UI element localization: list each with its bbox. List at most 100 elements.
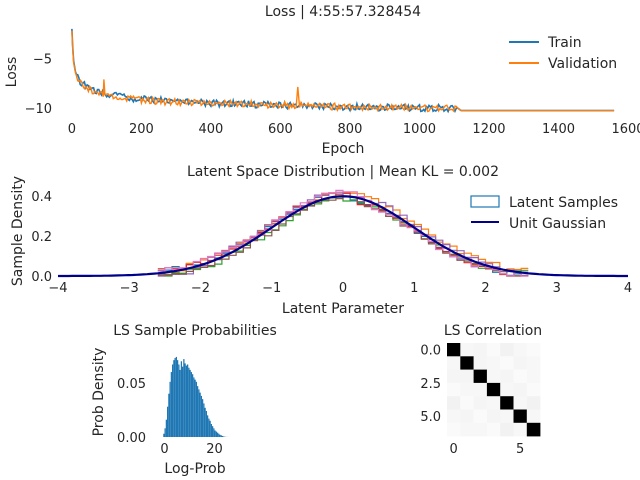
corr-cell [486,409,501,424]
legend-label-unit-gaussian: Unit Gaussian [509,216,606,232]
latent-y-tick-label: 0.2 [31,230,52,245]
prob-x-tick-label: 20 [206,442,223,457]
prob-bar [182,366,184,437]
latent-x-tick-label: −3 [120,281,139,296]
prob-title: LS Sample Probabilities [113,323,277,339]
legend-label-validation: Validation [548,56,617,72]
prob-bar [173,360,175,437]
latent-x-tick-label: −2 [191,281,210,296]
corr-cell [460,369,474,384]
corr-axes: 0 5 0.0 2.5 5.0 [420,344,524,457]
corr-cell [473,343,488,357]
corr-cell [460,409,474,424]
corr-cell [513,422,528,437]
prob-bar [165,419,167,437]
prob-bar [194,379,196,437]
latent-histograms [157,189,529,277]
loss-x-tick-label: 0 [68,122,76,137]
latent-axes: −4 −3 −2 −1 0 1 2 3 4 0.0 0.2 0.4 [31,190,632,296]
loss-x-axis-label: Epoch [322,141,365,157]
corr-y-tick-label: 2.5 [420,377,441,392]
loss-axes: 0 200 400 600 800 1000 1200 1400 1600 −5 −10 [25,53,640,137]
corr-cell [486,396,501,410]
corr-cell [500,396,514,410]
latent-histogram-2 [157,196,529,277]
prob-bar [219,434,221,437]
latent-chart: Latent Space Distribution | Mean KL = 0.… [10,164,632,317]
latent-x-tick-label: −4 [48,281,67,296]
prob-x-tick-label: 0 [160,442,168,457]
loss-y-tick-label: −5 [33,53,52,68]
loss-chart: Loss | 4:55:57.328454 0 200 400 600 800 1000 1… [4,4,640,157]
loss-legend: Train Validation [509,35,617,72]
prob-bar [170,372,172,437]
prob-bar [200,395,202,437]
latent-histogram-6 [157,189,529,277]
prob-bar [215,431,217,437]
corr-cell [447,409,461,424]
corr-cell [447,369,461,384]
corr-cell [460,422,474,437]
corr-cell [447,343,461,357]
corr-cell [500,422,514,437]
loss-y-axis-label: Loss [4,57,20,88]
prob-bar [190,372,192,437]
prob-bar [204,407,206,437]
loss-y-tick-label: −10 [25,102,52,117]
latent-x-tick-label: 2 [481,281,489,296]
prob-chart: LS Sample Probabilities 0 20 0.00 0.05 Log-… [91,323,277,477]
loss-x-tick-label: 1400 [542,122,575,137]
latent-x-tick-label: −1 [262,281,281,296]
prob-y-axis-label: Prob Density [91,348,107,437]
corr-cell [473,369,488,384]
loss-x-tick-label: 200 [129,122,154,137]
prob-x-axis-label: Log-Prob [164,461,225,477]
prob-bar [207,415,209,437]
prob-bar [214,430,216,437]
loss-lines [71,28,615,114]
prob-bar [168,393,170,437]
corr-cell [447,422,461,437]
prob-bar [218,433,220,437]
corr-cell [526,396,541,410]
corr-cell [447,396,461,410]
corr-y-tick-label: 5.0 [420,410,441,425]
prob-bar [202,399,204,437]
corr-cell [513,356,528,370]
prob-bar [223,436,225,437]
prob-bar [199,392,201,437]
prob-bar [174,357,176,437]
prob-bar [163,433,165,437]
loss-x-tick-label: 800 [338,122,363,137]
corr-cell [447,356,461,370]
prob-bar [183,359,185,437]
latent-y-axis-label: Sample Density [10,176,26,286]
corr-cell [460,356,474,370]
corr-cell [526,369,541,384]
prob-bar [209,420,211,437]
corr-cell [486,369,501,384]
latent-x-tick-label: 4 [624,281,632,296]
loss-x-tick-label: 1600 [611,122,640,137]
loss-x-tick-label: 1200 [472,122,505,137]
prob-bar [203,403,205,437]
corr-cell [526,422,541,437]
corr-cell [473,409,488,424]
corr-cell [447,382,461,397]
prob-bar [205,411,207,437]
prob-bar [189,369,191,437]
corr-cell [473,396,488,410]
corr-cell [460,396,474,410]
corr-title: LS Correlation [444,323,542,339]
corr-cell [473,382,488,397]
prob-bar [169,381,171,437]
corr-cell [486,343,501,357]
latent-y-tick-label: 0.4 [31,190,52,205]
legend-swatch-latent-samples [470,195,500,208]
corr-cell [526,382,541,397]
corr-cell [473,422,488,437]
prob-bar [213,428,215,437]
prob-bar [195,381,197,437]
prob-bar [164,428,166,437]
corr-cell [460,343,474,357]
